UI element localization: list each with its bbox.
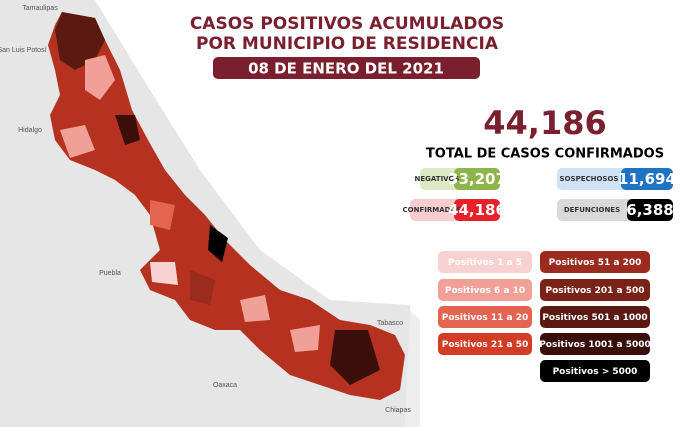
stat-label: NEGATIVOS <box>415 175 460 183</box>
tabasco-area <box>405 310 420 427</box>
legend-label: Positivos 11 a 20 <box>442 313 529 323</box>
municipality <box>330 330 380 385</box>
map-label: Tabasco <box>377 320 403 327</box>
legend-swatch <box>438 279 532 301</box>
municipality <box>55 12 105 70</box>
map-label: Chiapas <box>385 407 411 414</box>
legend-label: Positivos 1001 a 5000 <box>539 340 651 350</box>
municipality <box>150 200 175 230</box>
stat-value: 11,694 <box>618 170 676 188</box>
municipality <box>85 55 115 100</box>
municipality <box>240 295 270 322</box>
legend-swatch <box>438 251 532 273</box>
legend-swatch <box>540 360 650 382</box>
legend-swatch <box>438 306 532 328</box>
map-label: Hidalgo <box>18 127 42 134</box>
stat-value: 44,186 <box>448 201 506 219</box>
date-banner <box>213 57 480 79</box>
stat-value: 33,207 <box>448 170 506 188</box>
legend-label: Positivos 201 a 500 <box>545 286 644 296</box>
legend-label: Positivos 6 a 10 <box>445 286 525 296</box>
legend-swatch <box>540 306 650 328</box>
map-label: Oaxaca <box>213 382 237 389</box>
legend-label: Positivos 51 a 200 <box>549 258 642 268</box>
stat-value-box <box>454 199 500 221</box>
stat-value-box <box>627 199 673 221</box>
municipality <box>290 325 320 352</box>
legend-swatch <box>540 251 650 273</box>
legend-swatch <box>540 333 650 355</box>
municipality <box>115 115 140 145</box>
legend-swatch <box>438 333 532 355</box>
municipality <box>60 125 95 158</box>
total-label: TOTAL DE CASOS CONFIRMADOS <box>426 147 664 162</box>
stat-value-box <box>621 168 673 190</box>
municipality <box>208 225 228 262</box>
stat-value-box <box>454 168 500 190</box>
date: 08 DE ENERO DEL 2021 <box>248 60 444 78</box>
title-line: POR MUNICIPIO DE RESIDENCIA <box>196 34 499 54</box>
map-label: San Luis Potosí <box>0 47 47 54</box>
legend-label: Positivos 1 a 5 <box>448 258 522 268</box>
municipality <box>150 262 178 285</box>
legend-label: Positivos > 5000 <box>553 367 638 377</box>
stat-label: DEFUNCIONES <box>564 206 620 214</box>
legend-label: Positivos 501 a 1000 <box>542 313 647 323</box>
legend-swatch <box>540 279 650 301</box>
total-value: 44,186 <box>483 104 606 142</box>
stat-label: SOSPECHOSOS <box>560 175 619 183</box>
stat-value: 6,388 <box>626 201 673 219</box>
title-line: CASOS POSITIVOS ACUMULADOS <box>190 14 504 34</box>
map-label: Tamaulipas <box>22 5 58 12</box>
legend-label: Positivos 21 a 50 <box>442 340 529 350</box>
stat-label: CONFIRMADOS <box>403 206 462 214</box>
map-label: Puebla <box>99 270 121 277</box>
municipality <box>190 270 215 305</box>
